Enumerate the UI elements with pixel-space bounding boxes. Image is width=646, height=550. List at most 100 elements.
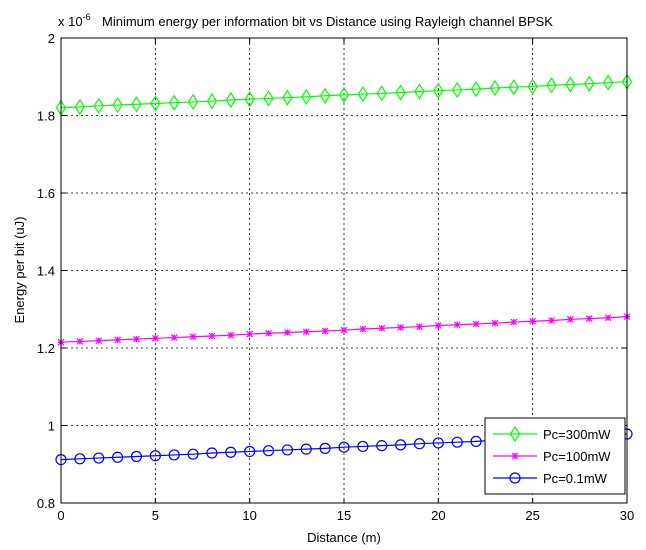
series-2-point xyxy=(187,448,199,460)
series-1-point xyxy=(76,338,84,345)
series-0-point xyxy=(527,78,538,95)
x-tick-label: 30 xyxy=(620,508,634,523)
series-0-point xyxy=(301,88,312,106)
legend-label: Pc=100mW xyxy=(543,449,611,464)
series-0-point xyxy=(319,87,331,104)
series-0-point xyxy=(74,98,86,116)
series-0-point xyxy=(263,90,274,107)
y-tick-label: 2 xyxy=(48,31,55,46)
series-1-point xyxy=(491,319,499,327)
series-2-point xyxy=(281,444,293,456)
series-1-point xyxy=(378,324,386,332)
series-0-point xyxy=(206,93,218,110)
series-2-point xyxy=(413,438,426,450)
y-tick-label: 1.8 xyxy=(37,109,55,124)
legend-swatch-marker xyxy=(509,425,521,443)
series-1-point xyxy=(189,333,197,341)
legend: Pc=300mW Pc=100mW Pc=0.1mW xyxy=(484,417,626,495)
x-axis-label: Distance (m) xyxy=(307,530,381,545)
series-0-point xyxy=(584,75,595,92)
series-2-point xyxy=(225,446,237,458)
series-0-point xyxy=(357,86,369,103)
series-2-point xyxy=(244,445,256,458)
series-0-point xyxy=(168,94,180,111)
series-2-point xyxy=(376,440,388,452)
series-2-point xyxy=(432,437,444,449)
y-tick-label: 1.2 xyxy=(37,341,55,356)
series-line-0 xyxy=(60,81,628,109)
series-1-point xyxy=(472,320,480,328)
x-tick-label: 5 xyxy=(152,508,159,523)
series-2-point xyxy=(357,440,369,453)
series-1-point xyxy=(510,318,518,326)
series-2-point xyxy=(319,442,331,454)
y-axis-label: Energy per bit (uJ) xyxy=(12,217,27,324)
series-0-point xyxy=(150,95,161,112)
series-0-point xyxy=(131,96,142,113)
series-0-point xyxy=(338,86,350,104)
y-tick-label: 1.4 xyxy=(37,264,55,279)
series-1-point xyxy=(567,315,574,323)
series-1-point xyxy=(284,329,291,336)
series-0-point xyxy=(395,84,406,101)
y-tick-label: 0.8 xyxy=(37,496,55,511)
series-0-point xyxy=(565,76,576,93)
series-0-point xyxy=(602,74,614,91)
series-0-point xyxy=(376,85,387,102)
series-2-point xyxy=(451,436,463,448)
x-tick-label: 20 xyxy=(431,508,445,523)
series-0-point xyxy=(489,79,501,97)
series-2-point xyxy=(262,445,275,457)
series-2-point xyxy=(149,450,161,462)
series-0-point xyxy=(282,89,293,106)
x-tick-label: 15 xyxy=(337,508,351,523)
series-0-point xyxy=(414,83,425,100)
legend-label: Pc=0.1mW xyxy=(543,471,608,486)
series-1-point xyxy=(227,331,235,339)
series-1-point xyxy=(434,322,442,329)
x-tick-label: 10 xyxy=(242,508,256,523)
y-tick-label: 1.6 xyxy=(37,186,55,201)
series-2-point xyxy=(130,450,143,463)
series-1-point xyxy=(416,323,423,331)
series-1-point xyxy=(208,332,216,340)
series-1-point xyxy=(585,315,593,322)
legend-label: Pc=300mW xyxy=(543,427,611,442)
x-tick-label: 0 xyxy=(57,508,64,523)
series-2-point xyxy=(338,441,350,453)
series-1-point xyxy=(246,330,254,338)
series-2-point xyxy=(206,447,218,459)
series-2-point xyxy=(395,439,407,451)
series-0-point xyxy=(433,82,444,99)
axis-ticks: 0 5 10 15 20 25 30 0.8 1 1.2 1.4 1.6 1.8 2 xyxy=(37,31,634,523)
series-0-point xyxy=(470,81,482,98)
series-1-point xyxy=(114,336,121,344)
series-1-point xyxy=(151,334,159,342)
series-1-point xyxy=(604,314,612,322)
series-1-point xyxy=(453,321,461,329)
series-0-point xyxy=(93,97,104,114)
series-2-point xyxy=(93,452,105,464)
series-1-point xyxy=(265,329,272,337)
series-1-point xyxy=(548,317,555,324)
series-1-point xyxy=(340,326,348,334)
legend-swatch-marker xyxy=(509,472,521,484)
series-2-point xyxy=(300,443,312,455)
series-1-point xyxy=(321,327,329,335)
series-2-point xyxy=(470,435,482,447)
series-2-point xyxy=(111,451,124,463)
series-2-point xyxy=(74,453,86,465)
y-tick-label: 1 xyxy=(48,419,55,434)
series-1-point xyxy=(95,337,103,345)
legend-swatch-marker xyxy=(511,452,519,460)
series-0-point xyxy=(225,91,237,109)
exponent-label: x 10-6 xyxy=(58,12,91,29)
series-0-point xyxy=(508,79,520,96)
series-1-point xyxy=(133,335,140,343)
series-0-point xyxy=(187,93,199,111)
series-1-point xyxy=(170,334,178,341)
chart-title: Minimum energy per information bit vs Di… xyxy=(102,14,553,29)
series-2-point xyxy=(168,449,180,461)
series-1-point xyxy=(529,317,537,325)
